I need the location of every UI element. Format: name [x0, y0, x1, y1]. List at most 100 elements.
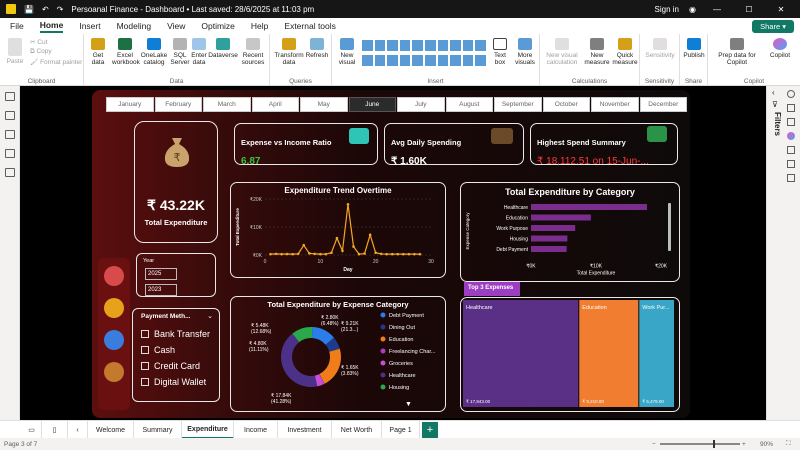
tab-income[interactable]: Income: [234, 421, 278, 439]
tab-net-worth[interactable]: Net Worth: [332, 421, 382, 439]
undo-icon[interactable]: ↶: [41, 4, 49, 14]
mobile-view-icon[interactable]: ▯: [42, 421, 68, 439]
minimize-button[interactable]: —: [713, 4, 721, 14]
year-option[interactable]: 2025: [145, 268, 177, 280]
quick-measure-button[interactable]: Quick measure: [612, 38, 638, 66]
kpi-card-highest-spend[interactable]: Highest Spend Summary ₹ 18,112.51 on 15-…: [530, 123, 678, 167]
month-button[interactable]: September: [494, 97, 542, 112]
invest-icon[interactable]: [104, 330, 124, 350]
filters-pane-collapsed[interactable]: ‹ ⊽ Filters: [766, 86, 800, 420]
expense-category-donut-chart[interactable]: Total Expenditure by Expense Category ₹ …: [230, 296, 446, 412]
enter-data-button[interactable]: Enter data: [190, 38, 208, 66]
maximize-button[interactable]: ☐: [745, 4, 753, 14]
visuals-gallery[interactable]: [362, 40, 486, 68]
visual-icon[interactable]: [374, 55, 386, 66]
visual-icon[interactable]: [412, 40, 423, 51]
performance-icon[interactable]: [787, 160, 795, 168]
tab-summary[interactable]: Summary: [134, 421, 182, 439]
category-bar-chart[interactable]: Total Expenditure by Category Healthcare…: [460, 182, 680, 282]
kpi-card-avg-daily[interactable]: Avg Daily Spending ₹ 1.60K: [384, 123, 524, 167]
checkbox[interactable]: [141, 346, 149, 354]
visual-icon[interactable]: [399, 40, 411, 51]
visual-icon[interactable]: [437, 40, 449, 51]
dax-query-icon[interactable]: [4, 149, 15, 158]
dataverse-button[interactable]: Dataverse: [208, 38, 238, 59]
sign-in-link[interactable]: Sign in: [654, 4, 680, 14]
visual-icon[interactable]: [362, 55, 373, 66]
scroll-down-icon[interactable]: ▼: [405, 401, 412, 408]
checkbox[interactable]: [141, 362, 149, 370]
table-view-icon[interactable]: [4, 111, 15, 120]
desktop-view-icon[interactable]: ▭: [22, 421, 42, 439]
zoom-in-icon[interactable]: +: [742, 440, 746, 448]
bookmark-icon[interactable]: [787, 118, 795, 126]
visual-icon[interactable]: [462, 40, 474, 51]
format-painter-button[interactable]: 🖌 Format painter: [30, 59, 83, 66]
selection-icon[interactable]: [787, 146, 795, 154]
zoom-out-icon[interactable]: −: [652, 440, 656, 448]
onelake-button[interactable]: OneLake catalog: [140, 38, 168, 66]
payment-option[interactable]: Cash: [141, 345, 175, 355]
payment-option[interactable]: Bank Transfer: [141, 329, 210, 339]
sync-slicers-icon[interactable]: [787, 174, 795, 182]
visual-icon[interactable]: [475, 40, 486, 51]
menu-external-tools[interactable]: External tools: [284, 21, 336, 31]
prep-data-copilot-button[interactable]: Prep data for Copilot: [710, 38, 764, 66]
kpi-card-ratio[interactable]: Expense vs Income Ratio 6.87: [234, 123, 378, 167]
tab-expenditure[interactable]: Expenditure: [182, 421, 234, 439]
menu-modeling[interactable]: Modeling: [116, 21, 152, 31]
total-expenditure-card[interactable]: ₹ ₹ 43.22K Total Expenditure: [134, 121, 218, 243]
menu-optimize[interactable]: Optimize: [201, 21, 235, 31]
payment-option[interactable]: Credit Card: [141, 361, 200, 371]
year-option[interactable]: 2023: [145, 284, 177, 296]
new-visual-calculation-button[interactable]: New visual calculation: [544, 38, 580, 66]
menu-help[interactable]: Help: [250, 21, 269, 31]
menu-view[interactable]: View: [167, 21, 186, 31]
visual-icon[interactable]: [437, 55, 449, 66]
text-box-button[interactable]: Text box: [490, 38, 510, 66]
copy-button[interactable]: ⧉ Copy: [30, 48, 52, 55]
close-button[interactable]: ✕: [777, 4, 785, 14]
month-button[interactable]: July: [397, 97, 445, 112]
visual-icon[interactable]: [425, 55, 436, 66]
month-button[interactable]: January: [106, 97, 154, 112]
expenditure-trend-chart[interactable]: Expenditure Trend Overtime ₹0K ₹10K ₹20K 0 1…: [230, 182, 446, 278]
tab-investment[interactable]: Investment: [278, 421, 332, 439]
paste-button[interactable]: Paste: [4, 38, 26, 65]
recent-sources-button[interactable]: Recent sources: [238, 38, 268, 66]
visual-icon[interactable]: [462, 55, 474, 66]
add-page-button[interactable]: +: [422, 422, 438, 438]
menu-insert[interactable]: Insert: [79, 21, 101, 31]
more-visuals-button[interactable]: More visuals: [512, 38, 538, 66]
zoom-slider-thumb[interactable]: [713, 440, 715, 448]
sensitivity-button[interactable]: Sensitivity: [644, 38, 676, 59]
visual-icon[interactable]: [399, 55, 411, 66]
money-bag-small-icon[interactable]: [104, 362, 124, 382]
month-button[interactable]: April: [251, 97, 299, 112]
fit-to-page-icon[interactable]: ⛶: [786, 440, 791, 447]
cut-button[interactable]: ✂ Cut: [30, 39, 48, 46]
refresh-button[interactable]: Refresh: [304, 38, 330, 59]
data-pane-icon[interactable]: [787, 90, 795, 98]
transform-data-button[interactable]: Transform data: [274, 38, 304, 66]
month-button[interactable]: November: [591, 97, 639, 112]
visual-icon[interactable]: [387, 40, 398, 51]
excel-button[interactable]: Excel workbook: [112, 38, 140, 66]
tab-page-1[interactable]: Page 1: [382, 421, 420, 439]
account-icon[interactable]: ◉: [689, 4, 696, 14]
visual-icon[interactable]: [425, 40, 436, 51]
get-data-button[interactable]: Get data: [88, 38, 108, 66]
checkbox[interactable]: [141, 330, 149, 338]
checkbox[interactable]: [141, 378, 149, 386]
chevron-down-icon[interactable]: ⌄: [207, 313, 213, 320]
visualizations-icon[interactable]: [787, 104, 795, 112]
expand-icon[interactable]: ‹: [772, 88, 775, 97]
payment-option[interactable]: Digital Wallet: [141, 377, 206, 387]
month-button[interactable]: October: [542, 97, 590, 112]
top3-treemap[interactable]: Healthcare ₹ 17,843.00 Education ₹ 9,210.00…: [460, 297, 680, 412]
visual-icon[interactable]: [475, 55, 486, 66]
model-view-icon[interactable]: [4, 130, 15, 139]
menu-file[interactable]: File: [10, 21, 24, 31]
visual-icon[interactable]: [387, 55, 398, 66]
coin-icon[interactable]: [104, 298, 124, 318]
